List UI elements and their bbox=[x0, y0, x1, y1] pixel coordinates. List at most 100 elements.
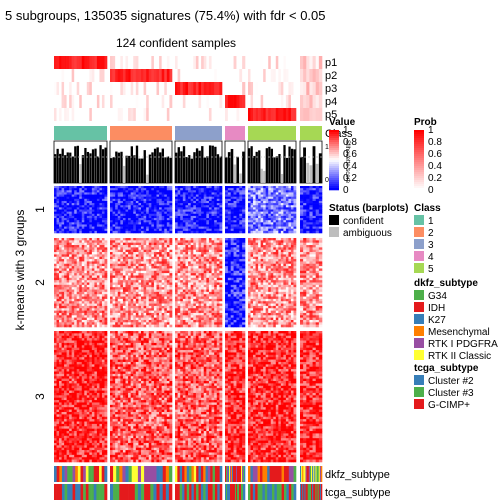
heatmap-cell bbox=[120, 284, 124, 288]
heatmap-cell bbox=[201, 289, 205, 293]
heatmap-cell bbox=[180, 270, 184, 274]
heatmap-cell bbox=[71, 308, 75, 311]
heatmap-cell bbox=[198, 287, 202, 290]
silhouette-axis-label: Silhouette score bbox=[344, 140, 350, 184]
heatmap-cell bbox=[169, 240, 173, 243]
heatmap-cell bbox=[293, 220, 297, 223]
heatmap-cell bbox=[69, 296, 72, 300]
heatmap-cell bbox=[248, 198, 251, 202]
heatmap-cell bbox=[219, 213, 223, 217]
heatmap-cell bbox=[211, 198, 215, 202]
heatmap-cell bbox=[101, 294, 105, 297]
heatmap-cell bbox=[188, 268, 191, 272]
heatmap-cell bbox=[130, 270, 134, 274]
heatmap-cell bbox=[94, 280, 98, 283]
heatmap-cell bbox=[239, 220, 243, 223]
heatmap-cell bbox=[159, 291, 162, 295]
prob-cell bbox=[99, 69, 103, 82]
heatmap-cell bbox=[64, 324, 67, 328]
heatmap-cell bbox=[285, 211, 289, 215]
heatmap-cell bbox=[84, 266, 88, 269]
heatmap-cell bbox=[59, 207, 62, 210]
silhouette-bar bbox=[71, 156, 74, 183]
heatmap-cell bbox=[166, 215, 170, 219]
heatmap-cell bbox=[76, 308, 80, 311]
heatmap-cell bbox=[203, 205, 207, 208]
heatmap-cell bbox=[159, 192, 162, 195]
heatmap-cell bbox=[214, 247, 218, 251]
silhouette-bar bbox=[280, 174, 284, 183]
heatmap-cell bbox=[66, 252, 70, 255]
signature-heatmap bbox=[54, 186, 323, 463]
heatmap-cell bbox=[120, 205, 124, 208]
heatmap-cell bbox=[94, 301, 98, 304]
heatmap-cell bbox=[59, 303, 62, 307]
heatmap-cell bbox=[159, 284, 162, 288]
heatmap-cell bbox=[156, 298, 160, 302]
heatmap-cell bbox=[59, 192, 62, 195]
heatmap-cell bbox=[227, 230, 232, 234]
prob-cell bbox=[66, 56, 70, 69]
heatmap-cell bbox=[115, 312, 119, 316]
heatmap-cell bbox=[135, 308, 139, 311]
heatmap-cell bbox=[79, 203, 83, 206]
heatmap-cell bbox=[283, 190, 287, 193]
prob-cell bbox=[141, 95, 144, 108]
heatmap-cell bbox=[96, 287, 100, 290]
heatmap-cell bbox=[86, 277, 90, 281]
heatmap-cell bbox=[101, 196, 105, 200]
heatmap-cell bbox=[130, 324, 134, 328]
heatmap-cell bbox=[84, 282, 88, 286]
heatmap-cell bbox=[84, 215, 88, 219]
heatmap-cell bbox=[153, 247, 157, 251]
heatmap-cell bbox=[185, 203, 189, 206]
heatmap-cell bbox=[54, 312, 57, 316]
heatmap-cell bbox=[175, 289, 178, 293]
heatmap-cell bbox=[91, 218, 95, 221]
heatmap-cell bbox=[130, 287, 134, 290]
heatmap-cell bbox=[153, 198, 157, 202]
heatmap-cell bbox=[89, 230, 93, 234]
heatmap-cell bbox=[91, 301, 95, 304]
heatmap-cell bbox=[159, 305, 162, 309]
heatmap-cell bbox=[99, 298, 103, 302]
heatmap-cell bbox=[74, 315, 78, 318]
heatmap-cell bbox=[122, 228, 126, 232]
heatmap-cell bbox=[242, 192, 246, 195]
heatmap-cell bbox=[195, 238, 199, 241]
heatmap-cell bbox=[250, 207, 254, 210]
heatmap-cell bbox=[201, 298, 205, 302]
heatmap-cell bbox=[143, 196, 147, 200]
heatmap-cell bbox=[148, 209, 152, 212]
heatmap-cell bbox=[125, 249, 129, 253]
heatmap-cell bbox=[275, 211, 279, 215]
heatmap-cell bbox=[135, 252, 139, 255]
heatmap-cell bbox=[156, 301, 160, 304]
heatmap-cell bbox=[61, 275, 65, 279]
heatmap-cell bbox=[185, 240, 189, 243]
heatmap-cell bbox=[91, 263, 95, 267]
heatmap-cell bbox=[211, 275, 215, 279]
heatmap-cell bbox=[198, 263, 202, 267]
heatmap-cell bbox=[198, 213, 202, 217]
heatmap-cell bbox=[216, 196, 220, 200]
heatmap-cell bbox=[125, 205, 129, 208]
heatmap-cell bbox=[101, 192, 105, 195]
heatmap-cell bbox=[180, 205, 184, 208]
heatmap-cell bbox=[208, 303, 212, 307]
heatmap-cell bbox=[115, 218, 119, 221]
heatmap-cell bbox=[135, 188, 139, 191]
heatmap-cell bbox=[89, 296, 93, 300]
heatmap-cell bbox=[166, 287, 170, 290]
heatmap-cell bbox=[161, 205, 165, 208]
heatmap-cell bbox=[318, 224, 323, 227]
heatmap-cell bbox=[146, 256, 150, 260]
heatmap-cell bbox=[180, 245, 184, 248]
prob-cell bbox=[166, 69, 170, 82]
heatmap-cell bbox=[59, 301, 62, 304]
heatmap-cell bbox=[201, 203, 205, 206]
heatmap-cell bbox=[115, 291, 119, 295]
prob-cell bbox=[185, 108, 189, 121]
heatmap-cell bbox=[84, 207, 88, 210]
prob-cell bbox=[175, 95, 178, 108]
